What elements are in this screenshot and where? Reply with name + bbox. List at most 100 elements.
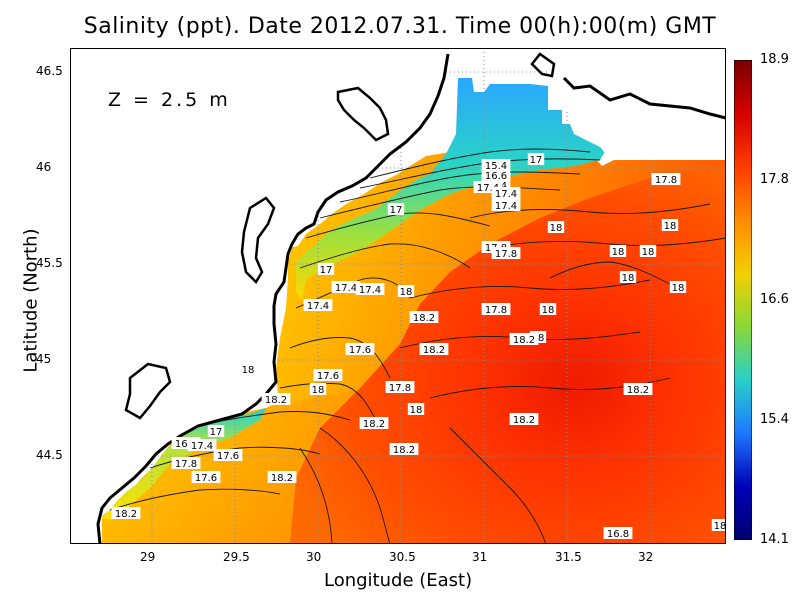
contour-label: 17.4 <box>187 439 217 452</box>
y-tick-label: 45.5 <box>36 256 63 270</box>
svg-text:17.4: 17.4 <box>191 441 213 452</box>
contour-line <box>549 261 671 285</box>
svg-text:18.2: 18.2 <box>363 419 385 430</box>
contour-label: 17.4 <box>491 187 521 200</box>
svg-text:17: 17 <box>390 205 403 216</box>
contour-line <box>409 279 651 299</box>
contour-line <box>279 382 381 429</box>
contour-line <box>449 427 547 545</box>
svg-text:16.8: 16.8 <box>175 439 197 450</box>
contour-label: 18 <box>619 271 637 284</box>
contour-label: 17.8 <box>651 173 681 186</box>
contour-label: 18 <box>669 281 687 294</box>
contour-label: 17 <box>527 153 545 166</box>
land-mask-northeast <box>548 48 726 160</box>
contour-line <box>109 488 281 511</box>
contour-label: 18 <box>639 245 657 258</box>
lagoon-outline <box>124 362 172 420</box>
salinity-map: 1715.416.617.417.417.417.81717.417.817.8… <box>70 48 729 545</box>
svg-text:18: 18 <box>642 247 655 258</box>
contour-label: 18.2 <box>419 343 449 356</box>
contour-label: 18.2 <box>261 393 291 406</box>
salinity-contours <box>109 148 727 545</box>
contour-label: 18 <box>239 363 257 376</box>
map-plot-area: 1715.416.617.417.417.417.81717.417.817.8… <box>70 48 729 545</box>
svg-text:17.6: 17.6 <box>317 371 339 382</box>
contour-label: 18.2 <box>111 507 141 520</box>
x-tick-label: 30.5 <box>389 550 416 564</box>
svg-text:18: 18 <box>672 283 685 294</box>
contour-line <box>369 148 591 179</box>
contour-label: 17 <box>317 263 335 276</box>
contour-line <box>319 186 561 219</box>
colorbar-scale <box>734 60 752 540</box>
estuary-outline <box>240 196 276 285</box>
y-tick-label: 45 <box>36 352 52 366</box>
svg-text:18.2: 18.2 <box>271 473 293 484</box>
river-mouth-outline <box>530 52 556 78</box>
svg-text:18: 18 <box>550 223 563 234</box>
x-tick-label: 31.5 <box>555 550 582 564</box>
contour-label: 17.6 <box>213 449 243 462</box>
colorbar-tick-label: 18.9 <box>760 52 789 67</box>
svg-text:17.4: 17.4 <box>477 183 499 194</box>
y-tick-label: 46 <box>36 160 52 174</box>
svg-text:17.6: 17.6 <box>349 345 371 356</box>
contour-label: 18.2 <box>509 333 539 346</box>
contour-line <box>489 237 727 249</box>
svg-text:16.8: 16.8 <box>607 529 629 540</box>
colorbar-tick-label: 14.1 <box>760 532 789 547</box>
contour-line <box>339 171 581 203</box>
x-tick-label: 32 <box>638 550 654 564</box>
svg-text:18: 18 <box>542 305 555 316</box>
contour-label: 18 <box>547 221 565 234</box>
x-tick-label: 30 <box>306 550 322 564</box>
colorbar-tick-label: 17.8 <box>760 172 789 187</box>
coastline-east <box>562 76 727 120</box>
contour-label: 17.4 <box>331 281 361 294</box>
contour-line <box>359 158 601 189</box>
contour-label: 18 <box>407 403 425 416</box>
contour-label: 18.2 <box>623 383 653 396</box>
svg-text:17: 17 <box>210 427 223 438</box>
contour-label: 17.6 <box>345 343 375 356</box>
contour-label: 18.2 <box>409 311 439 324</box>
svg-text:17.6: 17.6 <box>195 473 217 484</box>
svg-text:17: 17 <box>320 265 333 276</box>
svg-text:17.4: 17.4 <box>307 301 329 312</box>
contour-label: 17.8 <box>171 457 201 470</box>
sea-field-south-coast <box>102 408 266 520</box>
contour-label: 18 <box>661 219 679 232</box>
contour-label: 17.8 <box>481 303 511 316</box>
depth-label: Z = 2.5 m <box>108 89 231 111</box>
svg-text:18.2: 18.2 <box>115 509 137 520</box>
contour-label: 17.6 <box>191 471 221 484</box>
svg-text:18: 18 <box>312 385 325 396</box>
svg-text:17.8: 17.8 <box>485 305 507 316</box>
x-tick-label: 29 <box>140 550 156 564</box>
contour-label: 18 <box>711 519 729 532</box>
contour-label: 18 <box>539 303 557 316</box>
x-tick-label: 29.5 <box>223 550 250 564</box>
colorbar <box>734 60 752 540</box>
contour-label: 15.4 <box>481 159 511 172</box>
svg-text:18: 18 <box>612 247 625 258</box>
contour-label: 17.4 <box>355 283 385 296</box>
svg-text:18.2: 18.2 <box>265 395 287 406</box>
y-tick-label: 44.5 <box>36 448 63 462</box>
contour-label: 18.2 <box>509 413 539 426</box>
contour-label: 17.8 <box>491 247 521 260</box>
y-axis-label: Latitude (North) <box>20 228 42 373</box>
svg-text:18: 18 <box>410 405 423 416</box>
svg-text:18.2: 18.2 <box>513 415 535 426</box>
svg-text:18: 18 <box>622 273 635 284</box>
svg-text:18.2: 18.2 <box>627 385 649 396</box>
svg-text:18: 18 <box>664 221 677 232</box>
svg-text:17.6: 17.6 <box>217 451 239 462</box>
map-title: Salinity (ppt). Date 2012.07.31. Time 00… <box>83 14 717 39</box>
svg-text:17.8: 17.8 <box>389 383 411 394</box>
contour-label: 17.6 <box>313 369 343 382</box>
contour-label: 16.6 <box>481 169 511 182</box>
contour-line <box>319 427 391 545</box>
colorbar-tick-label: 16.6 <box>760 292 789 307</box>
